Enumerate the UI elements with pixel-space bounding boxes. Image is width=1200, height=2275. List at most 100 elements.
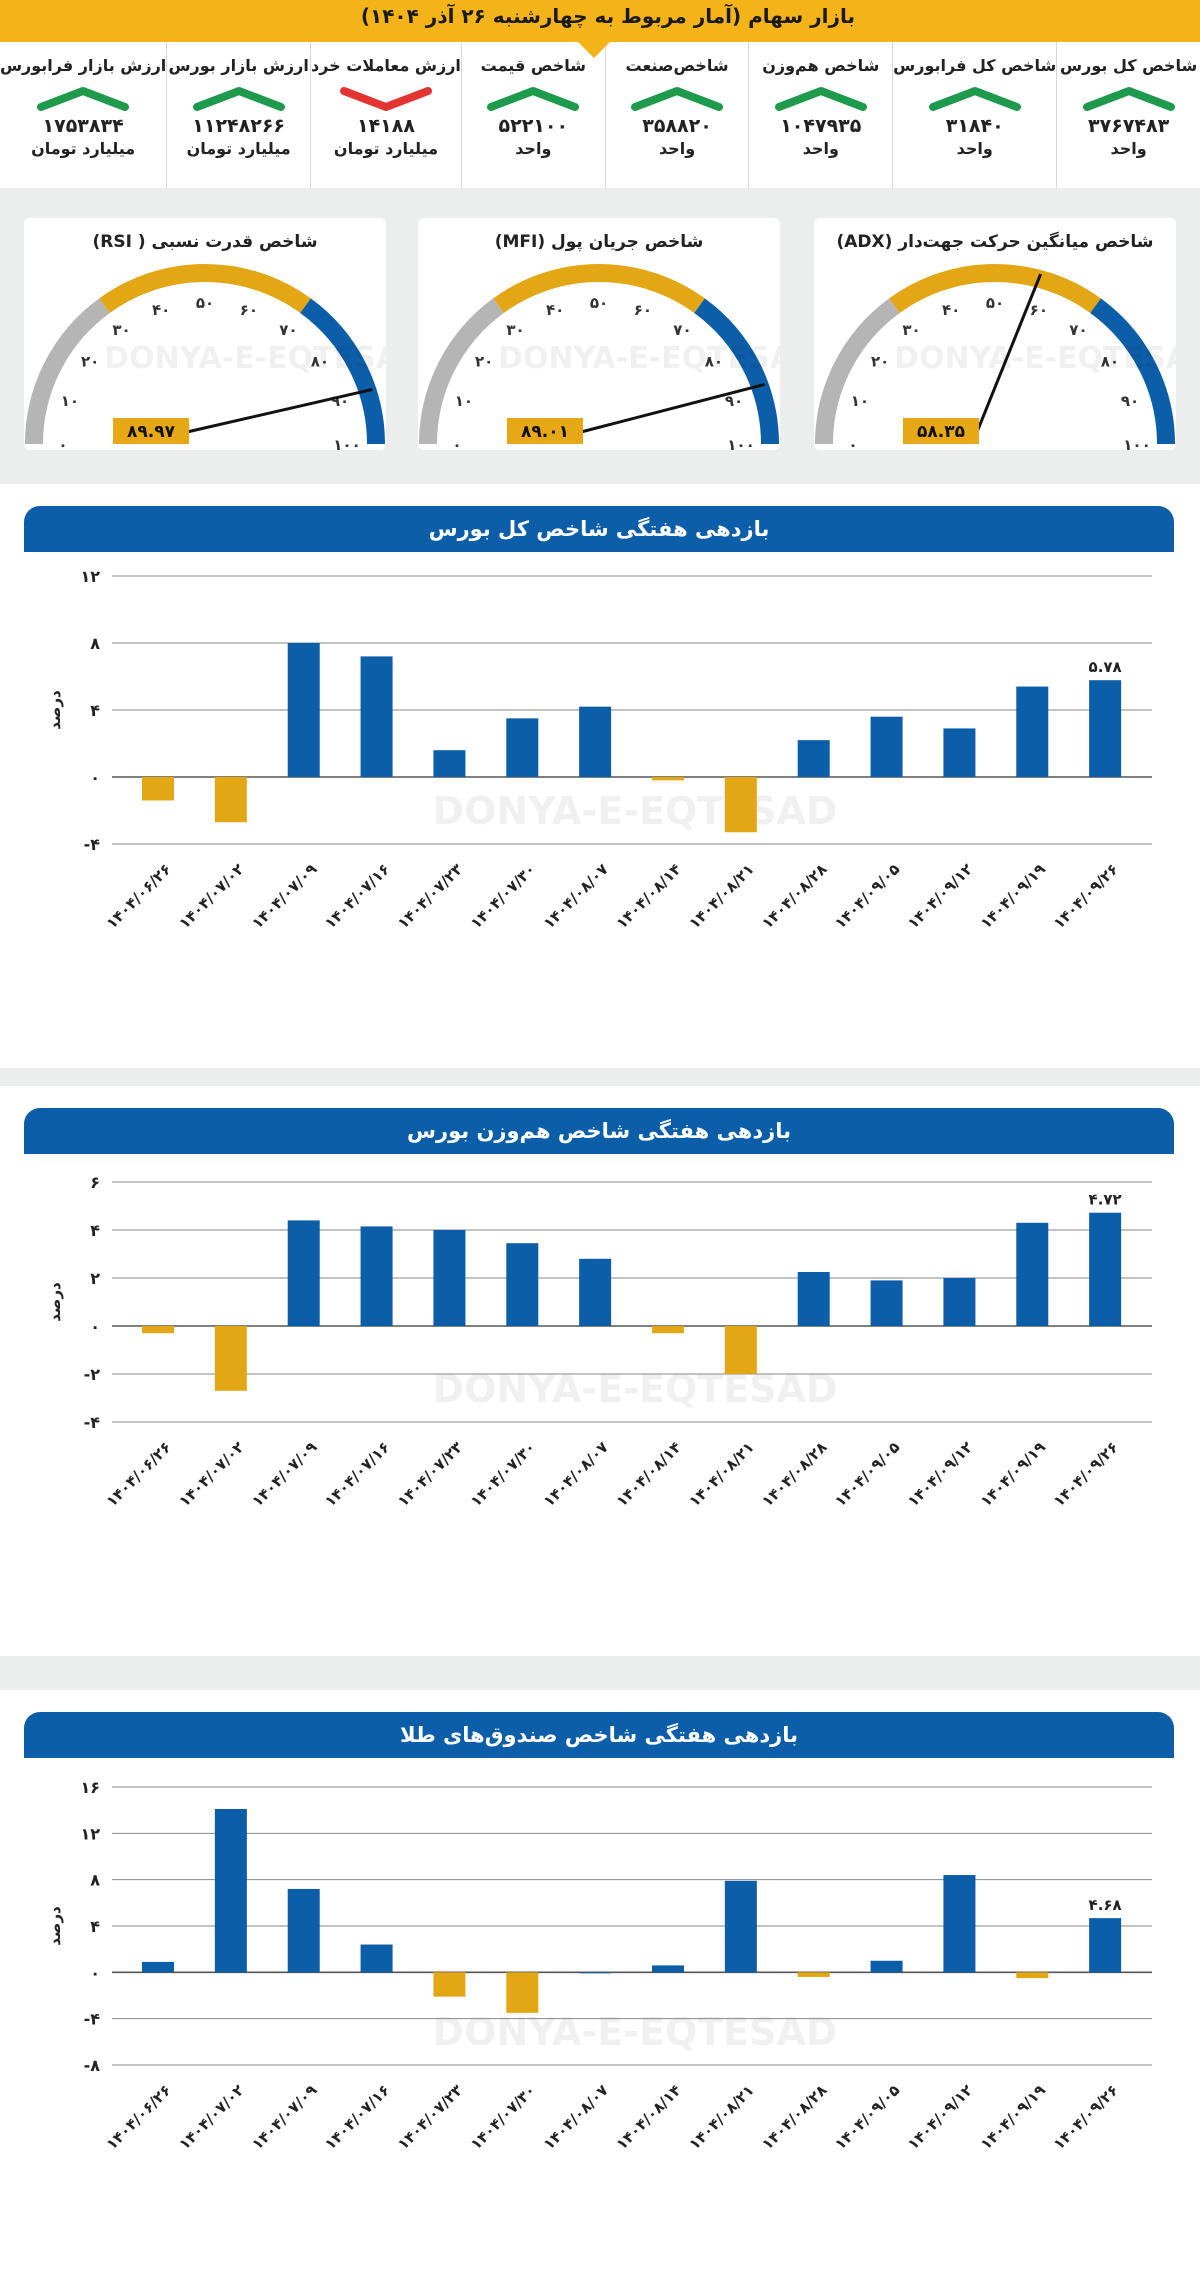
gauge-zone-low [815,298,900,445]
watermark: DONYA-E-EQTESAD [433,2010,838,2054]
x-tick-label: ۱۴۰۴/۰۸/۲۱ [685,1438,757,1510]
stat-label: شاخص‌صنعت [625,56,729,75]
bar [287,643,320,777]
y-tick-label: ۸ [90,1871,100,1890]
gauge-dial: ۰ ۱۰ ۲۰ ۳۰ ۴۰ ۵۰ ۶۰ ۷۰ ۸۰ ۹۰ ۱۰۰ ۵۸.۳۵ DONYA-E-EQTES… [815,264,1176,450]
bar [652,1326,684,1334]
stat-value: ۳۷۶۷۴۸۳ [1088,115,1170,137]
gauge-tick-label: ۷۰ [673,321,691,339]
bar [870,716,903,777]
gauge-tick-label: ۵۰ [590,294,608,312]
x-tick-label: ۱۴۰۴/۰۹/۲۶ [1050,1438,1122,1510]
stat-unit: واحد [956,139,993,158]
stat-label: شاخص کل فرابورس [893,56,1057,75]
trend-down-icon [339,87,432,111]
y-tick-label: ۴ [90,1221,100,1240]
gauge-zone-low [25,298,110,445]
data-label: ۴.۷۲ [1089,1191,1122,1209]
chart-title: بازدهی هفتگی شاخص کل بورس [24,506,1174,552]
gauge-tick-label: ۴۰ [546,301,564,319]
x-tick-label: ۱۴۰۴/۰۷/۲۳ [394,1438,466,1510]
bar [943,1278,976,1326]
y-axis-label: درصد [46,1282,64,1322]
y-tick-label: ۱۲ [80,567,100,586]
gauge-tick-label: ۱۰ [851,392,869,410]
title-notch [578,42,610,58]
y-tick-label: ۱۲ [80,1824,100,1843]
x-tick-label: ۱۴۰۴/۰۶/۲۶ [103,2081,175,2153]
x-tick-label: ۱۴۰۴/۰۷/۰۲ [175,1438,247,1510]
stat-label: ارزش بازار بورس [168,56,309,75]
bar [1089,680,1122,777]
chart-title: بازدهی هفتگی شاخص صندوق‌های طلا [24,1712,1174,1758]
x-tick-label: ۱۴۰۴/۰۷/۰۹ [248,860,320,932]
trend-up-icon [631,87,724,111]
stat-label: ارزش معاملات خرد [311,56,461,75]
x-tick-label: ۱۴۰۴/۰۷/۱۶ [321,1438,393,1510]
x-tick-label: ۱۴۰۴/۰۶/۲۶ [103,860,175,932]
y-axis-label: درصد [46,1906,64,1946]
gauge-value: ۵۸.۳۵ [917,422,965,442]
y-tick-label: ۸ [90,634,100,653]
chart-title: بازدهی هفتگی شاخص هم‌وزن بورس [24,1108,1174,1154]
x-tick-label: ۱۴۰۴/۰۸/۲۱ [685,2081,757,2153]
x-tick-label: ۱۴۰۴/۰۹/۰۵ [831,2081,903,2153]
bar [433,750,466,777]
watermark: DONYA-E-EQTESAD [433,789,838,833]
bar [579,706,612,777]
y-tick-label: -۸ [84,2056,101,2075]
x-tick-label: ۱۴۰۴/۰۹/۲۶ [1050,860,1122,932]
stat-card: شاخص قیمت ۵۲۲۱۰۰ واحد [460,42,605,188]
gauge-rsi: شاخص قدرت نسبی ( RSI) ۰ ۱۰ ۲۰ ۳۰ ۴۰ ۵۰ ۶۰ ۷۰ ۸۰ ۹… [24,218,386,450]
bar [724,777,757,833]
gauge-value-box [903,418,979,444]
x-tick-label: ۱۴۰۴/۰۹/۱۲ [904,1438,976,1510]
gauge-tick-label: ۰ [452,436,461,450]
gauge-needle [580,382,765,434]
bar [360,1944,393,1973]
stat-unit: میلیارد تومان [186,139,291,158]
gauge-value: ۸۹.۰۱ [521,422,569,442]
x-tick-label: ۱۴۰۴/۰۷/۳۰ [467,860,539,932]
gauge-tick-label: ۳۰ [902,321,920,339]
stat-value: ۱۷۵۳۸۳۴ [42,115,124,137]
gauge-tick-label: ۳۰ [112,321,130,339]
x-tick-label: ۱۴۰۴/۰۷/۱۶ [321,2081,393,2153]
stat-card: شاخص هم‌وزن ۱۰۴۷۹۳۵ واحد [748,42,892,188]
bar [360,1226,393,1326]
gauge-tick-label: ۰ [848,436,857,450]
stat-card: شاخص کل فرابورس ۳۱۸۴۰ واحد [892,42,1056,188]
stat-value: ۱۰۴۷۹۳۵ [780,115,862,137]
x-tick-label: ۱۴۰۴/۰۷/۳۰ [467,1438,539,1510]
trend-up-icon [928,87,1021,111]
bar [506,718,539,777]
gauge-tick-label: ۵۰ [986,294,1004,312]
stat-card: ارزش بازار فرابورس ۱۷۵۳۸۳۴ میلیارد تومان [0,42,166,188]
trend-up-icon [487,87,580,111]
bar [943,1875,976,1973]
gauge-zone-high [694,298,779,445]
bar [870,1280,903,1326]
x-tick-label: ۱۴۰۴/۰۷/۰۲ [175,860,247,932]
bar [142,1326,174,1334]
x-tick-label: ۱۴۰۴/۰۸/۱۴ [613,1438,685,1510]
gauge-tick-label: ۷۰ [1069,321,1087,339]
y-tick-label: ۰ [90,1963,100,1982]
trend-up-icon [37,87,130,111]
gauge-tick-label: ۲۰ [871,353,889,371]
stat-unit: میلیارد تومان [31,139,136,158]
bar [797,1272,830,1326]
watermark: DONYA-E-EQTESAD [498,341,780,376]
gauge-tick-label: ۷۰ [279,321,297,339]
stat-card: شاخص کل بورس ۳۷۶۷۴۸۳ واحد [1056,42,1200,188]
bar [506,1243,539,1326]
gauge-needle [186,387,373,434]
bar [1016,1972,1049,1979]
gauge-tick-label: ۱۰۰ [333,436,360,450]
x-tick-label: ۱۴۰۴/۰۹/۰۵ [831,1438,903,1510]
stat-unit: واحد [515,139,552,158]
gauge-adx: شاخص میانگین حرکت جهت‌دار (ADX) ۰ ۱۰ ۲۰ ۳۰ ۴… [814,218,1176,450]
watermark: DONYA-E-EQTESAD [104,341,386,376]
y-tick-label: ۶ [90,1173,100,1192]
